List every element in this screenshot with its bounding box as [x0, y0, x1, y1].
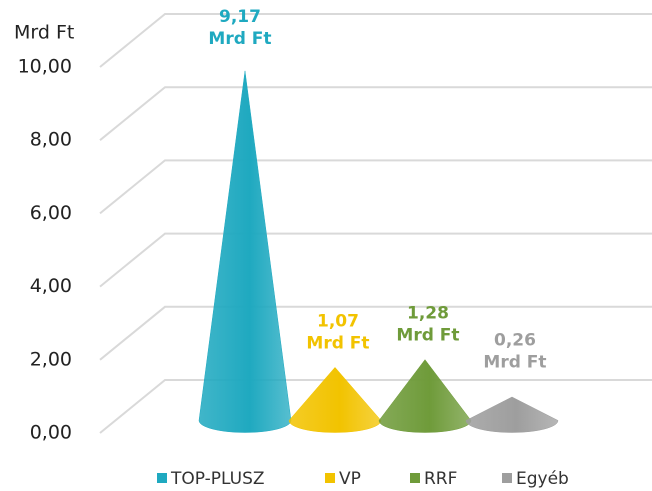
y-tick-label: 6,00 [30, 202, 72, 224]
cone [465, 396, 559, 433]
y-tick-label: 2,00 [30, 348, 72, 370]
legend-label: VP [339, 469, 361, 489]
y-tick-label: 4,00 [30, 275, 72, 297]
cone [378, 359, 472, 433]
y-tick-label: 0,00 [30, 422, 72, 444]
data-label: 9,17 Mrd Ft [208, 7, 271, 49]
y-axis-label: Mrd Ft [14, 22, 74, 44]
grid-line [99, 86, 652, 141]
y-tick-label: 10,00 [18, 56, 72, 78]
grid-line [99, 305, 652, 361]
grid-line [99, 13, 652, 68]
cone [198, 70, 292, 433]
grid-line [99, 159, 652, 215]
y-tick-label: 8,00 [30, 129, 72, 151]
legend-label: RRF [424, 469, 457, 489]
legend-swatch [157, 473, 167, 483]
data-label: 1,07 Mrd Ft [306, 311, 369, 353]
data-label: 0,26 Mrd Ft [483, 331, 546, 373]
legend-swatch [502, 473, 512, 483]
legend-label: Egyéb [516, 469, 569, 489]
legend-label: TOP-PLUSZ [170, 469, 265, 489]
grid-line [99, 232, 652, 288]
cone [288, 366, 382, 433]
legend-swatch [410, 473, 420, 483]
data-label: 1,28 Mrd Ft [396, 304, 459, 346]
grid-line [99, 379, 652, 434]
legend-swatch [325, 473, 335, 483]
